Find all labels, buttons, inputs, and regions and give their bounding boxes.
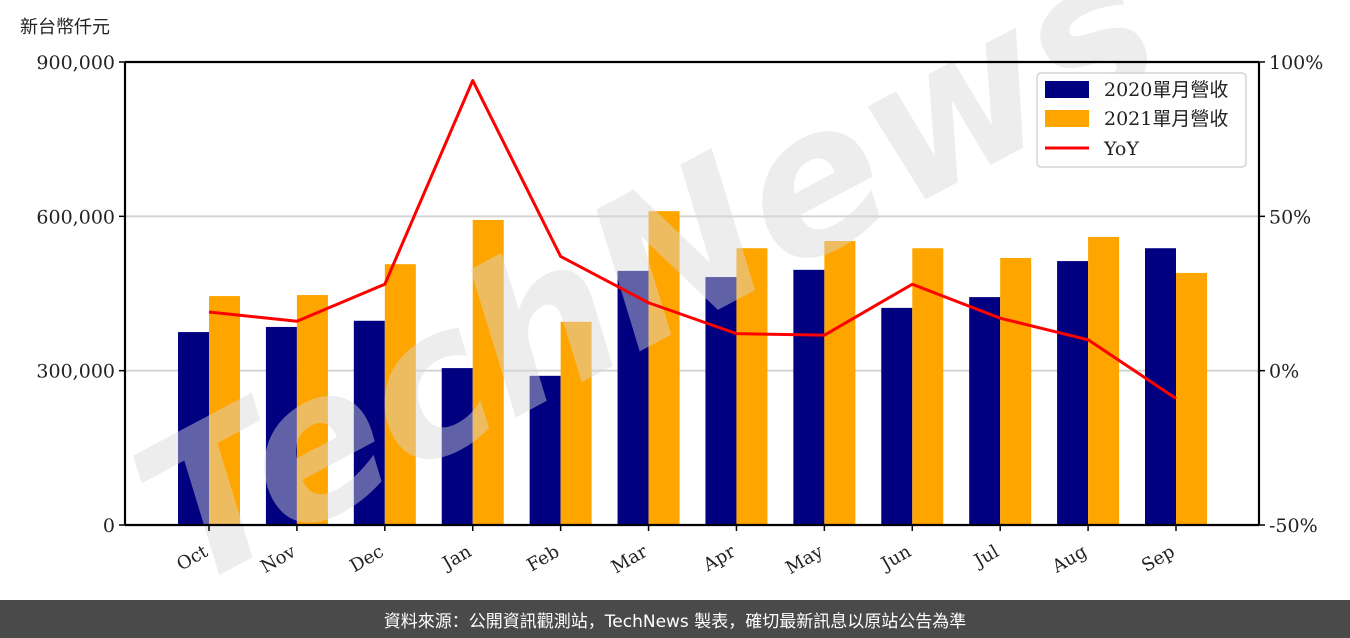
x-tick-label: Jun xyxy=(876,541,915,576)
bar-2021 xyxy=(1000,258,1032,525)
x-tick-label: Jan xyxy=(437,541,475,575)
bar-2020 xyxy=(529,375,561,525)
x-tick-label: Feb xyxy=(523,541,563,576)
bar-2020 xyxy=(178,332,209,525)
bar-2021 xyxy=(384,264,416,525)
y-tick-label: 900,000 xyxy=(36,52,115,74)
bar-2021 xyxy=(736,248,768,525)
bar-2020 xyxy=(705,277,737,525)
bar-2020 xyxy=(881,307,913,525)
y-tick-label: 0 xyxy=(103,515,115,537)
bar-2021 xyxy=(1176,272,1207,525)
bar-2020 xyxy=(969,297,1001,525)
footer-text: 資料來源：公開資訊觀測站，TechNews 製表，確切最新訊息以原站公告為準 xyxy=(383,611,967,632)
legend-label: 2020單月營收 xyxy=(1104,79,1228,101)
bar-2020 xyxy=(441,368,473,525)
y2-tick-label: 50% xyxy=(1269,206,1311,228)
y2-tick-label: 0% xyxy=(1269,361,1299,383)
bar-2021 xyxy=(824,241,856,525)
y-tick-label: 600,000 xyxy=(36,206,115,228)
bar-2021 xyxy=(1088,236,1120,525)
yoy-line xyxy=(208,79,1177,400)
x-tick-label: Mar xyxy=(608,541,652,578)
y-unit-label: 新台幣仟元 xyxy=(20,17,110,38)
source-footer: 資料來源：公開資訊觀測站，TechNews 製表，確切最新訊息以原站公告為準 xyxy=(0,600,1350,638)
x-tick-label: Aug xyxy=(1048,541,1091,578)
bar-2020 xyxy=(617,270,649,525)
revenue-chart: TechNews 0 300,000 600,000 900,000 -50% 0% 50% 1… xyxy=(20,0,1323,634)
legend-swatch-2020 xyxy=(1045,81,1089,98)
bar-2020 xyxy=(265,326,297,525)
x-tick-label: Jul xyxy=(969,541,1003,573)
bar-2021 xyxy=(648,211,680,525)
bar-2021 xyxy=(472,219,504,525)
bar-2020 xyxy=(793,269,825,525)
legend-box xyxy=(1036,72,1247,168)
x-tick-label: Sep xyxy=(1138,541,1178,576)
bar-2020 xyxy=(1057,261,1089,525)
legend-label: YoY xyxy=(1103,138,1139,160)
legend: 2020單月營收 2021單月營收 YoY xyxy=(1036,72,1247,168)
bar-2021 xyxy=(560,321,592,525)
x-tick-label: May xyxy=(782,541,827,579)
y2-tick-label: -50% xyxy=(1269,515,1318,537)
y2-tick-label: 100% xyxy=(1269,52,1323,74)
x-tick-label: Apr xyxy=(699,541,739,576)
legend-label: 2021單月營收 xyxy=(1104,108,1228,130)
bar-2021 xyxy=(296,295,328,525)
legend-swatch-2021 xyxy=(1045,110,1089,127)
y-tick-label: 300,000 xyxy=(36,361,115,383)
bar-2021 xyxy=(209,296,240,525)
bar-2020 xyxy=(353,320,385,525)
bars-group xyxy=(178,211,1207,525)
chart-canvas: TechNews0300,000600,000900,000-50%0%50%1… xyxy=(20,0,1323,634)
